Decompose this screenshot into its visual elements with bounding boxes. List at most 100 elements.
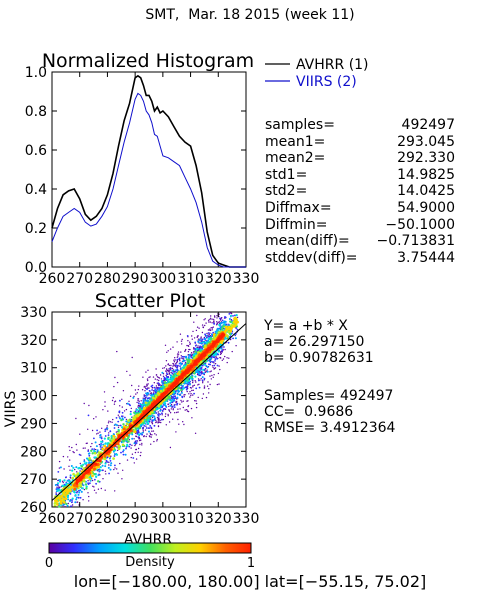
- scatter-point: [122, 453, 125, 456]
- scatter-point: [224, 337, 227, 340]
- scatter-point: [177, 418, 179, 421]
- scatter-point: [195, 381, 197, 383]
- scatter-point: [133, 395, 135, 398]
- scatter-point: [125, 440, 128, 443]
- scatter-point: [63, 479, 66, 482]
- scatter-point: [188, 379, 191, 382]
- scatter-point: [155, 421, 157, 424]
- scatter-point: [194, 432, 197, 434]
- scatter-point: [214, 363, 217, 365]
- hist-y-tick-label: 0.6: [25, 143, 47, 159]
- scatter-point: [183, 358, 185, 360]
- scatter-point: [195, 406, 198, 409]
- scatter-point: [121, 411, 124, 414]
- scatter-point: [187, 340, 189, 342]
- scatter-point: [187, 410, 190, 413]
- scatter-point: [58, 505, 61, 508]
- scatter-point: [82, 463, 85, 466]
- scatter-point: [187, 358, 190, 361]
- scatter-point: [195, 400, 197, 402]
- scatter-point: [141, 431, 144, 434]
- scatter-point: [137, 388, 139, 391]
- scatter-point: [177, 411, 179, 413]
- scatter-point: [194, 375, 197, 378]
- scatter-point: [145, 435, 147, 438]
- scatter-point: [152, 430, 155, 432]
- stat-row: mean(diff)= −0.713831: [265, 233, 455, 249]
- scatter-point: [84, 447, 86, 449]
- scatter-point: [157, 382, 160, 384]
- scatter-point: [89, 482, 91, 485]
- scatter-point: [161, 371, 164, 374]
- scatter-point: [84, 483, 88, 486]
- scatter-point: [114, 376, 116, 379]
- scatter-point: [165, 413, 167, 415]
- scatter-point: [201, 376, 204, 379]
- scatter-point: [216, 357, 219, 360]
- scatter-point: [230, 319, 233, 321]
- scatter-point: [177, 351, 180, 353]
- scatter-point: [93, 486, 95, 488]
- scatter-point: [71, 469, 74, 472]
- scatter-point: [71, 504, 74, 506]
- scatter-point: [120, 415, 123, 418]
- scatter-point: [165, 370, 167, 372]
- scatter-point: [90, 445, 92, 448]
- scatter-point: [163, 367, 166, 369]
- scatter-point: [119, 399, 121, 402]
- scatter-point: [170, 403, 173, 406]
- scatter-point: [173, 399, 176, 402]
- scatter-point: [169, 404, 172, 407]
- scatter-point: [161, 412, 163, 415]
- scatter-point: [228, 318, 231, 320]
- scatter-point: [173, 359, 175, 361]
- scatter-point: [194, 380, 196, 382]
- scatter-point: [228, 324, 231, 327]
- scatter-point: [167, 363, 170, 365]
- scatter-point: [166, 369, 168, 371]
- scatter-point: [108, 432, 110, 434]
- scatter-point: [209, 317, 212, 319]
- scatter-point: [143, 425, 146, 427]
- scatter-point: [117, 472, 119, 474]
- scatter-point: [201, 364, 204, 367]
- scatter-point: [157, 419, 159, 421]
- stat-key: std1=: [265, 166, 308, 183]
- scatter-point: [180, 387, 182, 390]
- scatter-point: [109, 430, 112, 433]
- scatter-point: [181, 355, 184, 358]
- scatter-point: [202, 368, 205, 371]
- scatter-point: [157, 422, 159, 424]
- scatter-point: [176, 396, 179, 399]
- scatter-point: [192, 386, 194, 388]
- scatter-point: [186, 379, 189, 382]
- scatter-point: [110, 437, 113, 440]
- scatter-point: [91, 448, 94, 450]
- scatter-point: [230, 312, 232, 314]
- scatter-point: [101, 427, 103, 429]
- scatter-point: [181, 401, 183, 403]
- scatter-point: [154, 389, 157, 392]
- scatter-point: [69, 469, 71, 471]
- scatter-point: [122, 390, 125, 392]
- scatter-point: [217, 372, 220, 375]
- scatter-point: [61, 480, 64, 482]
- scatter-point: [79, 489, 82, 492]
- scatter-point: [77, 496, 80, 499]
- scatter-point: [197, 371, 200, 374]
- scatter-point: [176, 364, 179, 367]
- scatter-point: [172, 418, 174, 420]
- scatter-point: [139, 405, 142, 408]
- scatter-point: [216, 383, 219, 386]
- scatter-point: [234, 314, 236, 317]
- scatter-point: [146, 378, 149, 380]
- scatter-point: [202, 393, 205, 395]
- scatter-point: [204, 318, 206, 320]
- scatter-point: [168, 405, 170, 408]
- scatter-point: [119, 417, 121, 420]
- scatter-point: [214, 367, 217, 369]
- scatter-point: [209, 375, 211, 377]
- scatter-point: [156, 438, 158, 441]
- scatter-point: [158, 377, 161, 379]
- scatter-point: [75, 417, 77, 420]
